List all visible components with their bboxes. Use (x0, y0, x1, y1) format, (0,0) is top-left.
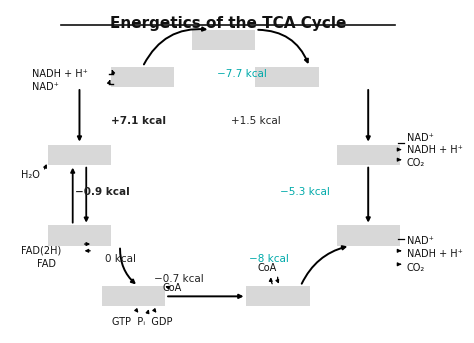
FancyBboxPatch shape (102, 286, 165, 307)
FancyBboxPatch shape (337, 144, 400, 165)
FancyBboxPatch shape (48, 225, 111, 246)
Text: CoA: CoA (163, 283, 182, 293)
Text: +1.5 kcal: +1.5 kcal (230, 116, 280, 126)
Text: NADH + H⁺: NADH + H⁺ (32, 69, 88, 79)
Text: NAD⁺: NAD⁺ (407, 133, 433, 143)
Text: FAD: FAD (36, 259, 55, 269)
FancyBboxPatch shape (337, 225, 400, 246)
Text: CO₂: CO₂ (407, 158, 425, 168)
Text: CO₂: CO₂ (407, 263, 425, 273)
Text: H₂O: H₂O (21, 170, 40, 180)
Text: −5.3 kcal: −5.3 kcal (280, 187, 330, 197)
Text: FAD(2H): FAD(2H) (21, 246, 61, 256)
FancyBboxPatch shape (111, 67, 174, 87)
FancyBboxPatch shape (48, 144, 111, 165)
FancyBboxPatch shape (255, 67, 319, 87)
Text: +7.1 kcal: +7.1 kcal (110, 116, 165, 126)
Text: −0.9 kcal: −0.9 kcal (74, 187, 129, 197)
Text: CoA: CoA (258, 263, 277, 273)
Text: −7.7 kcal: −7.7 kcal (217, 69, 267, 79)
Text: −8 kcal: −8 kcal (249, 254, 289, 264)
Text: GTP  Pᵢ  GDP: GTP Pᵢ GDP (112, 317, 173, 327)
Text: −0.7 kcal: −0.7 kcal (154, 274, 204, 284)
Text: 0 kcal: 0 kcal (105, 254, 136, 264)
Text: NAD⁺: NAD⁺ (32, 82, 59, 92)
Text: NADH + H⁺: NADH + H⁺ (407, 144, 463, 155)
Text: NAD⁺: NAD⁺ (407, 236, 433, 246)
FancyBboxPatch shape (192, 30, 255, 50)
FancyBboxPatch shape (246, 286, 310, 307)
Text: Energetics of the TCA Cycle: Energetics of the TCA Cycle (110, 16, 346, 31)
Text: NADH + H⁺: NADH + H⁺ (407, 249, 463, 259)
